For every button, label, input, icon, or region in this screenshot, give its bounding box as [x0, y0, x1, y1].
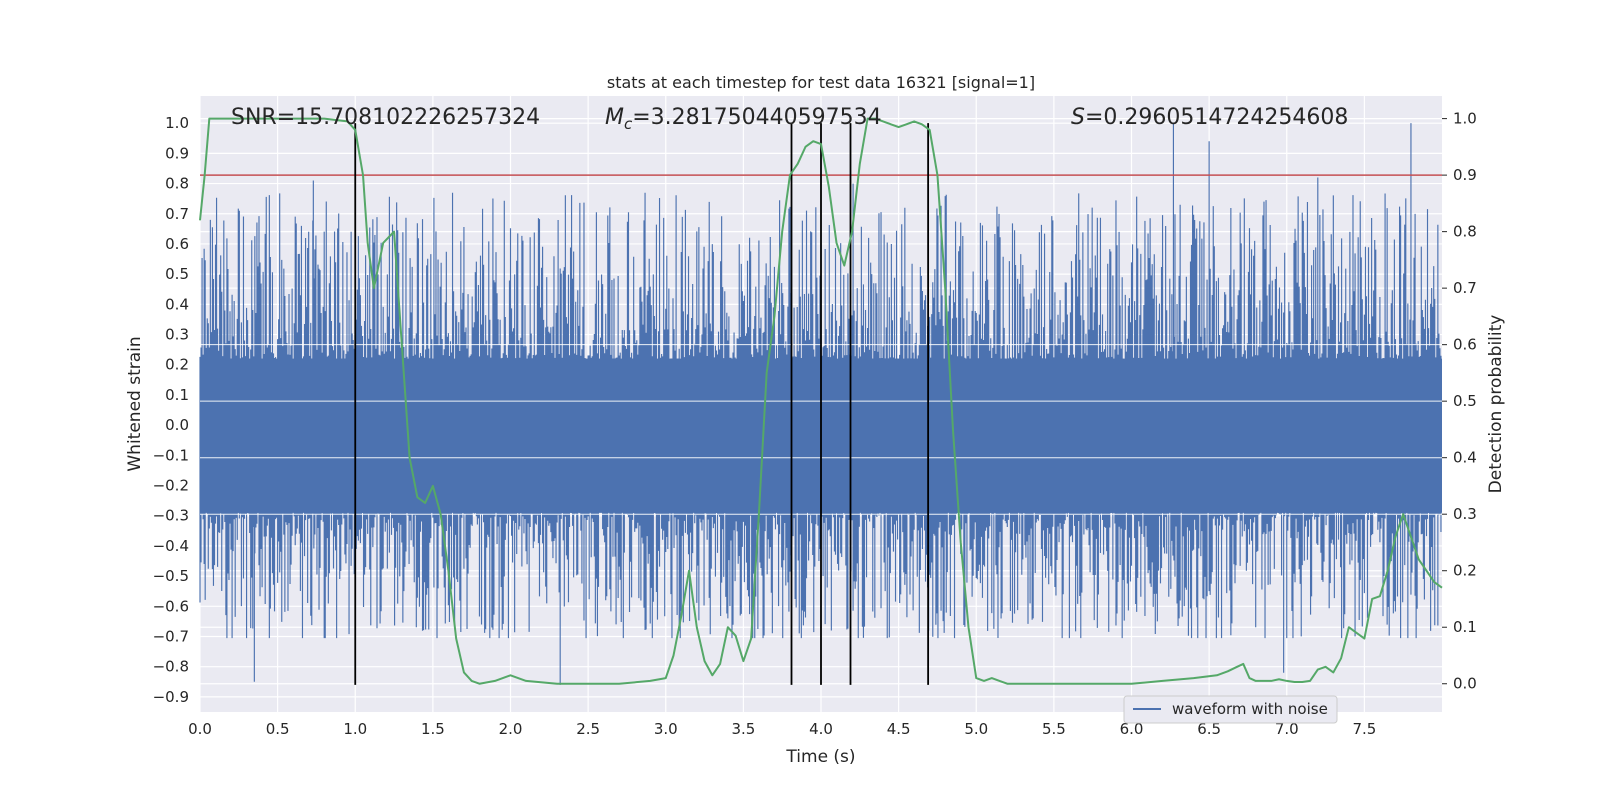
y-left-tick-label: −0.2: [153, 477, 189, 495]
vertical-markers: [354, 123, 930, 685]
y-right-tick-label: 0.8: [1453, 223, 1477, 241]
x-tick-label: 1.0: [343, 720, 367, 738]
x-tick-label: 2.5: [576, 720, 600, 738]
x-tick-label: 7.0: [1275, 720, 1299, 738]
y-right-tick-label: 0.1: [1453, 618, 1477, 636]
x-tick-label: 0.5: [266, 720, 290, 738]
chirp-mass-subscript: c: [624, 115, 633, 133]
s-annotation: S=0.2960514724254608: [1071, 105, 1348, 130]
y-right-tick-label: 0.4: [1453, 449, 1477, 467]
x-tick-label: 6.5: [1197, 720, 1221, 738]
y-right-tick-label: 0.7: [1453, 279, 1477, 297]
y-left-tick-label: −0.1: [153, 446, 189, 464]
y-right-tick-label: 0.0: [1453, 675, 1477, 693]
y-left-tick-label: −0.3: [153, 507, 189, 525]
detection-probability-line: [199, 117, 1443, 685]
snr-annotation: SNR=15.708102226257324: [231, 105, 540, 130]
legend-waveform-label: waveform with noise: [1172, 700, 1328, 718]
y-left-tick-label: 0.5: [165, 265, 189, 283]
x-tick-label: 1.5: [421, 720, 445, 738]
x-tick-label: 4.0: [809, 720, 833, 738]
y-right-tick-label: 0.9: [1453, 166, 1477, 184]
y-left-tick-label: 0.8: [165, 175, 189, 193]
x-tick-label: 2.0: [499, 720, 523, 738]
y-left-tick-label: 1.0: [165, 114, 189, 132]
x-tick-label: 6.0: [1120, 720, 1144, 738]
y-left-tick-label: −0.6: [153, 597, 189, 615]
chirp-mass-annotation: Mc=3.281750440597534: [605, 105, 882, 133]
y-left-tick-label: 0.4: [165, 295, 189, 313]
y-right-tick-label: 0.5: [1453, 392, 1477, 410]
s-value: =0.2960514724254608: [1085, 105, 1348, 130]
s-symbol: S: [1071, 105, 1085, 130]
legend: waveform with noise: [1123, 695, 1338, 724]
y-right-tick-label: 1.0: [1453, 110, 1477, 128]
probability-series: [199, 117, 1443, 685]
y-right-axis-label: Detection probability: [1486, 315, 1506, 494]
x-tick-labels: 0.0 0.5 1.0 1.5 2.0 2.5 3.0 3.5 4.0 4.5 5.0 5.5 6.0 6…: [188, 720, 1376, 738]
y-left-tick-label: 0.1: [165, 386, 189, 404]
y-left-tick-labels: −0.9 −0.8 −0.7 −0.6 −0.5 −0.4 −0.3 −0.2 −0.1 0.0 0…: [153, 114, 189, 706]
y-left-tick-label: −0.9: [153, 688, 189, 706]
y-left-tick-label: 0.9: [165, 144, 189, 162]
x-tick-label: 3.0: [654, 720, 678, 738]
y-left-tick-label: 0.0: [165, 416, 189, 434]
legend-box: [1123, 695, 1338, 724]
x-tick-label: 3.5: [731, 720, 755, 738]
x-tick-label: 7.5: [1352, 720, 1376, 738]
y-left-tick-label: 0.3: [165, 326, 189, 344]
y-right-tick-label: 0.6: [1453, 336, 1477, 354]
y-right-tick-label: 0.2: [1453, 562, 1477, 580]
x-tick-label: 5.5: [1042, 720, 1066, 738]
x-tick-label: 5.0: [964, 720, 988, 738]
y-left-tick-label: 0.7: [165, 205, 189, 223]
x-axis-label: Time (s): [785, 747, 855, 767]
y-left-tick-label: −0.8: [153, 658, 189, 676]
y-left-tick-label: 0.2: [165, 356, 189, 374]
y-left-axis-label: Whitened strain: [125, 336, 145, 471]
y-left-tick-label: 0.6: [165, 235, 189, 253]
y-right-tick-label: 0.3: [1453, 505, 1477, 523]
x-tick-label: 4.5: [887, 720, 911, 738]
y-right-tick-labels: 0.0 0.1 0.2 0.3 0.4 0.5 0.6 0.7 0.8 0.9 1.0: [1453, 110, 1477, 693]
y-left-tick-label: −0.4: [153, 537, 189, 555]
chart-title: stats at each timestep for test data 163…: [607, 73, 1035, 92]
y-left-tick-label: −0.5: [153, 567, 189, 585]
chirp-mass-symbol: M: [605, 105, 624, 130]
chirp-mass-value: =3.281750440597534: [632, 105, 881, 130]
y-left-tick-label: −0.7: [153, 628, 189, 646]
x-tick-label: 0.0: [188, 720, 212, 738]
